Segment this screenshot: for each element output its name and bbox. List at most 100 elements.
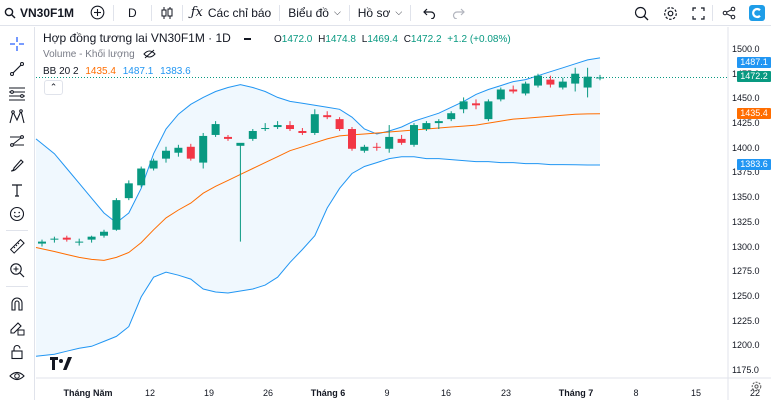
fullscreen-button[interactable] bbox=[685, 0, 712, 26]
share-icon bbox=[722, 6, 736, 20]
candle-body bbox=[174, 147, 183, 153]
tv-logo-icon bbox=[50, 357, 72, 370]
high-label: H bbox=[318, 34, 326, 45]
high-value: 1474.8 bbox=[325, 34, 356, 45]
emoji-tool[interactable] bbox=[6, 203, 28, 225]
candle bbox=[496, 87, 505, 102]
undo-button[interactable] bbox=[411, 0, 448, 26]
brand-button[interactable] bbox=[745, 0, 771, 26]
candle bbox=[571, 67, 580, 92]
candle-body bbox=[496, 89, 505, 100]
trendline-tool[interactable] bbox=[6, 58, 28, 80]
candle bbox=[286, 121, 294, 131]
candle-body bbox=[62, 237, 71, 240]
top-toolbar: VN30F1M D ƒx Các chỉ báo Biểu đồ ⌵ Hồ sơ… bbox=[0, 0, 771, 26]
collapse-legend-button[interactable]: ⌃ bbox=[44, 80, 63, 95]
candle bbox=[372, 142, 381, 151]
forecast-tool[interactable] bbox=[6, 130, 28, 152]
candle-body bbox=[410, 125, 418, 145]
zoom-tool[interactable] bbox=[6, 259, 28, 281]
symbol-search[interactable]: VN30F1M bbox=[0, 0, 82, 26]
right-toolbar bbox=[627, 0, 771, 26]
candle bbox=[558, 77, 567, 90]
chevron-up-icon: ⌃ bbox=[49, 82, 58, 92]
bb-label: BB 20 2 bbox=[43, 66, 79, 77]
low-label: L bbox=[361, 34, 368, 45]
time-tick-label: 8 bbox=[633, 388, 639, 398]
profile-menu[interactable]: Hồ sơ ⌵ bbox=[350, 0, 410, 26]
candle-body bbox=[360, 146, 369, 151]
toolbar-divider bbox=[279, 4, 281, 21]
candle bbox=[397, 134, 406, 145]
share-button[interactable] bbox=[713, 0, 745, 26]
candle bbox=[459, 97, 468, 114]
candle bbox=[521, 81, 530, 96]
price-tick-label: 1350.0 bbox=[732, 192, 760, 203]
candle bbox=[434, 119, 443, 130]
redo-button[interactable] bbox=[448, 0, 469, 26]
pattern-tool[interactable] bbox=[6, 106, 28, 128]
redo-icon bbox=[453, 8, 465, 19]
candle-body bbox=[422, 123, 431, 130]
bollinger-band bbox=[35, 57, 601, 357]
bb-upper-tag: 1487.1 bbox=[737, 56, 771, 68]
measure-tool[interactable] bbox=[6, 235, 28, 257]
indicators-button[interactable]: ƒx Các chỉ báo bbox=[183, 0, 280, 26]
candle bbox=[62, 235, 71, 242]
candle-body bbox=[286, 125, 294, 130]
fib-tool[interactable] bbox=[6, 82, 28, 104]
candle bbox=[273, 121, 282, 130]
time-tick-label: Tháng Năm bbox=[63, 388, 113, 398]
lock-tool[interactable] bbox=[6, 341, 28, 363]
candle bbox=[323, 111, 332, 120]
candle bbox=[310, 109, 319, 135]
legend-menu-icon[interactable] bbox=[243, 38, 251, 40]
gear-icon bbox=[751, 381, 762, 392]
candle bbox=[360, 144, 369, 153]
search-zoom-icon bbox=[634, 6, 649, 20]
ohlc-values: O1472.0 H1474.8 L1469.4 C1472.2 +1.2 (+0… bbox=[274, 34, 514, 45]
chart-type-menu[interactable]: Biểu đồ ⌵ bbox=[280, 0, 349, 26]
toolbar-divider bbox=[113, 4, 115, 21]
search-icon bbox=[4, 7, 16, 18]
time-tick-label: 26 bbox=[262, 388, 274, 398]
volume-legend[interactable]: Volume - Khối lượng bbox=[43, 49, 157, 60]
stay-drawing-tool[interactable] bbox=[6, 317, 28, 339]
gear-icon bbox=[664, 6, 677, 20]
quick-search-button[interactable] bbox=[627, 0, 656, 26]
price-tick-label: 1400.0 bbox=[732, 142, 760, 153]
candle-body bbox=[75, 241, 84, 243]
crosshair-tool[interactable] bbox=[6, 33, 28, 55]
compare-button[interactable] bbox=[82, 0, 113, 26]
candle bbox=[236, 142, 245, 242]
eye-hidden-icon[interactable] bbox=[143, 49, 157, 59]
candle-body bbox=[521, 83, 530, 94]
text-tool[interactable] bbox=[6, 179, 28, 201]
brush-tool[interactable] bbox=[6, 154, 28, 176]
price-tick-label: 1450.0 bbox=[732, 93, 760, 104]
candle bbox=[174, 144, 183, 157]
candle-body bbox=[571, 73, 580, 84]
magnet-tool[interactable] bbox=[6, 293, 28, 315]
add-circle-icon bbox=[90, 5, 105, 20]
scale-settings-button[interactable] bbox=[751, 381, 762, 395]
visibility-tool[interactable] bbox=[6, 365, 28, 387]
settings-button[interactable] bbox=[656, 0, 685, 26]
open-label: O bbox=[273, 34, 282, 45]
interval-button[interactable]: D bbox=[114, 0, 151, 26]
chart-style-button[interactable] bbox=[152, 0, 182, 26]
candle bbox=[87, 235, 96, 243]
candle-body bbox=[310, 114, 319, 133]
price-tick-label: 1175.0 bbox=[732, 365, 759, 375]
tradingview-logo[interactable] bbox=[50, 357, 72, 373]
candles bbox=[38, 67, 604, 247]
bb-legend[interactable]: BB 20 2 1435.4 1487.1 1383.6 bbox=[43, 66, 191, 77]
sidebar-divider bbox=[6, 230, 28, 231]
candle-body bbox=[149, 160, 158, 169]
candle-body bbox=[397, 138, 406, 143]
candle-body bbox=[372, 146, 381, 148]
indicators-label: Các chỉ báo bbox=[207, 5, 272, 20]
toolbar-divider bbox=[150, 4, 152, 21]
candle-body bbox=[248, 130, 257, 139]
